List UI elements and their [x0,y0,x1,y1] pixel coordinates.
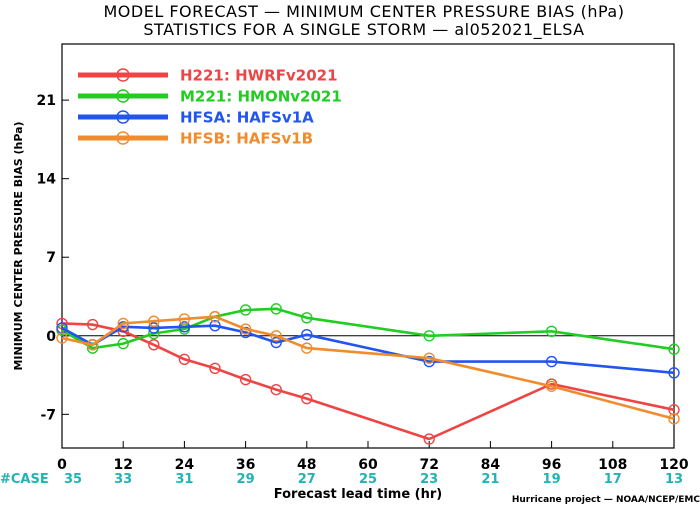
series-line [61,322,675,441]
data-point [148,315,160,327]
case-count: 33 [114,472,132,487]
data-point [178,321,191,333]
legend-marker [116,131,130,145]
case-count: 31 [175,472,193,487]
chart-subtitle: STATISTICS FOR A SINGLE STORM — al052021… [143,20,584,40]
data-point [239,304,252,316]
legend-marker [116,110,130,124]
case-count: 21 [481,472,499,487]
x-tick-label: 84 [481,457,501,473]
case-count: 19 [543,472,561,487]
data-point [301,328,313,341]
x-tick-label: 24 [175,457,195,473]
x-tick-label: 72 [419,457,438,473]
legend-entry: M221: HMONv2021 [180,88,342,106]
plot-area [61,43,675,449]
case-count: 17 [604,472,622,487]
data-point [668,404,680,416]
x-tick-label: 0 [57,457,67,473]
y-tick-label: 21 [37,93,56,109]
y-tick-label: 14 [37,172,57,188]
x-axis-ticks: 0 12 24 36 48 60 72 84 96 108 120 [57,441,689,473]
data-point [178,313,191,325]
data-point [270,330,282,342]
data-point [117,337,129,350]
x-tick-label: 96 [542,457,561,473]
chart-title: MODEL FORECAST — MINIMUM CENTER PRESSURE… [104,2,625,21]
data-point [423,355,435,368]
data-point [209,319,221,332]
data-point [270,336,282,349]
data-point [56,332,68,344]
x-tick-label: 120 [659,457,688,473]
y-tick-label: 0 [46,329,56,345]
legend-marker [116,68,130,82]
case-counts-row: #CASE 35 33 31 29 27 25 23 21 19 17 13 [0,472,683,487]
case-count: 29 [237,472,255,487]
legend: H221: HWRFv2021 M221: HMONv2021 HFSA: HAFS… [78,67,342,148]
data-point [270,383,282,396]
case-count: 35 [64,472,82,487]
credit-text: Hurricane project — NOAA/NCEP/EMC [512,495,700,505]
data-point [239,323,252,335]
y-tick-label: 7 [46,250,56,266]
y-axis-label: MINIMUM CENTER PRESSURE BIAS (hPa) [12,121,25,370]
data-point [117,317,129,330]
data-point [545,355,558,368]
data-point [301,312,313,324]
x-tick-label: 12 [113,457,132,473]
x-tick-label: 108 [598,457,627,473]
data-point [148,339,160,351]
y-axis-ticks: -7 0 7 14 21 [37,93,69,423]
data-point [209,311,221,323]
data-point [423,330,435,342]
data-point [668,343,680,355]
case-count: 13 [665,472,683,487]
data-point [668,413,680,425]
data-point [86,342,99,354]
data-point [668,367,680,379]
legend-entry: H221: HWRFv2021 [180,67,338,85]
data-point [423,433,435,445]
data-point [239,373,252,386]
data-point [301,392,313,405]
data-point [178,353,191,366]
x-tick-label: 48 [297,457,316,473]
series-layer [56,303,680,445]
data-point [270,303,282,315]
case-label: #CASE [0,472,49,487]
series-line [61,315,675,421]
case-count: 27 [298,472,316,487]
series-3 [56,311,680,425]
x-tick-label: 36 [236,457,255,473]
case-count: 23 [420,472,438,487]
y-tick-label: -7 [40,407,56,423]
data-point [545,380,558,392]
data-point [545,325,558,337]
x-axis-label: Forecast lead time (hr) [274,487,442,502]
data-point [86,318,99,331]
data-point [148,322,160,334]
data-point [239,326,252,339]
legend-marker [116,89,130,103]
data-point [301,342,313,354]
case-count: 25 [359,472,377,487]
data-point [86,339,99,351]
x-tick-label: 60 [358,457,378,473]
legend-entry: HFSB: HAFSv1B [180,130,313,148]
legend-entry: HFSA: HAFSv1A [180,109,314,127]
data-point [209,362,221,375]
data-point [423,352,435,364]
